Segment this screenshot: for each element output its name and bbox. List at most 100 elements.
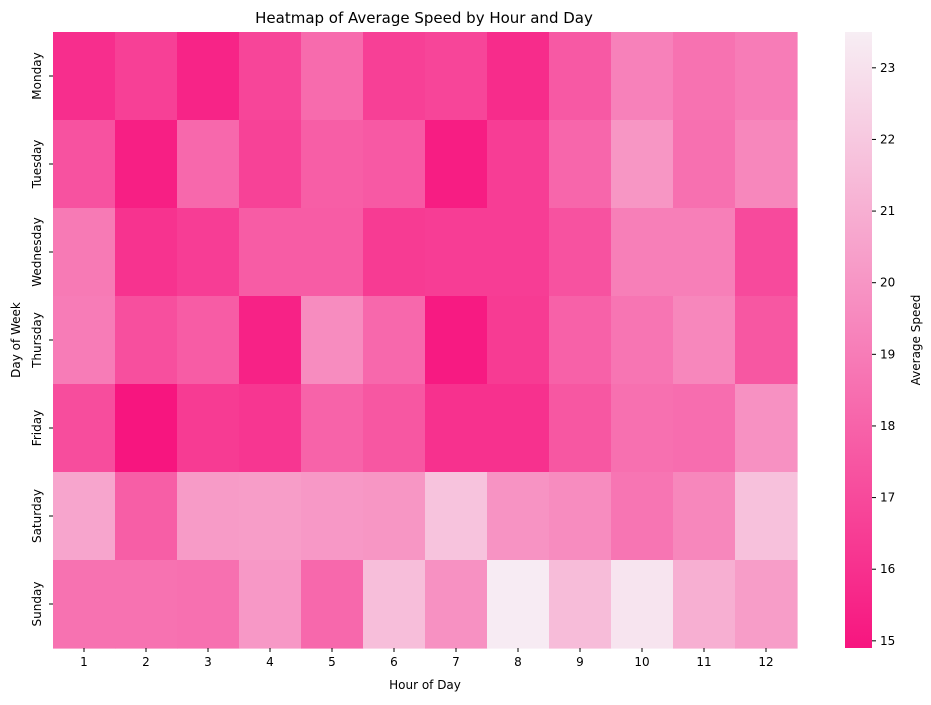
- colorbar-tick-label: 19: [880, 347, 895, 361]
- x-tick-label: 10: [634, 655, 649, 669]
- heatmap-cell: [487, 120, 550, 209]
- y-tick-label: Monday: [30, 52, 44, 99]
- x-tick-label: 7: [452, 655, 460, 669]
- heatmap-cell: [735, 208, 798, 297]
- colorbar-tick-label: 22: [880, 132, 895, 146]
- heatmap-cell: [611, 208, 674, 297]
- heatmap-cell: [115, 384, 178, 473]
- heatmap-cell: [115, 32, 178, 121]
- heatmap-cell: [425, 560, 488, 649]
- heatmap-cell: [673, 472, 736, 561]
- heatmap-cell: [177, 472, 240, 561]
- x-tick-label: 6: [390, 655, 398, 669]
- chart-title: Heatmap of Average Speed by Hour and Day: [255, 9, 593, 27]
- heatmap-cell: [549, 208, 612, 297]
- heatmap-cell: [487, 208, 550, 297]
- heatmap-cell: [673, 32, 736, 121]
- colorbar-tick-label: 20: [880, 276, 895, 290]
- colorbar: 15 16 17 18 19 20 21 22 23 Average Speed: [845, 32, 923, 648]
- x-tick-label: 9: [576, 655, 584, 669]
- x-tick-label: 3: [204, 655, 212, 669]
- heatmap-cell: [177, 384, 240, 473]
- heatmap-cell: [115, 472, 178, 561]
- heatmap-cell: [425, 384, 488, 473]
- heatmap-cell: [53, 472, 116, 561]
- heatmap-cell: [425, 472, 488, 561]
- heatmap-cell: [239, 560, 302, 649]
- heatmap-cell: [673, 560, 736, 649]
- colorbar-tick-label: 23: [880, 61, 895, 75]
- heatmap-cell: [363, 32, 426, 121]
- heatmap-cell: [301, 32, 364, 121]
- heatmap-cell: [177, 32, 240, 121]
- y-tick-label: Sunday: [30, 582, 44, 627]
- heatmap-cell: [735, 120, 798, 209]
- heatmap-cell: [549, 32, 612, 121]
- heatmap-cell: [735, 560, 798, 649]
- colorbar-ticks: 15 16 17 18 19 20 21 22 23: [872, 61, 895, 648]
- y-tick-label: Thursday: [30, 312, 44, 369]
- heatmap-cell: [53, 120, 116, 209]
- heatmap-cell: [735, 472, 798, 561]
- heatmap-cell: [239, 32, 302, 121]
- heatmap-cell: [611, 472, 674, 561]
- heatmap-cell: [53, 208, 116, 297]
- heatmap-cell: [239, 120, 302, 209]
- colorbar-tick-label: 15: [880, 634, 895, 648]
- heatmap-cell: [177, 120, 240, 209]
- y-tick-label: Wednesday: [30, 217, 44, 286]
- heatmap-cell: [301, 384, 364, 473]
- heatmap-cell: [487, 472, 550, 561]
- colorbar-tick-label: 16: [880, 562, 895, 576]
- heatmap-cell: [487, 560, 550, 649]
- heatmap-cell: [115, 208, 178, 297]
- y-axis-ticks: Monday Tuesday Wednesday Thursday Friday Satu…: [30, 52, 53, 626]
- heatmap-cell: [301, 472, 364, 561]
- colorbar-label: Average Speed: [909, 295, 923, 386]
- heatmap-cell: [425, 208, 488, 297]
- heatmap-cell: [487, 296, 550, 385]
- heatmap-cell: [53, 296, 116, 385]
- heatmap-cell: [487, 32, 550, 121]
- heatmap-cell: [549, 120, 612, 209]
- heatmap-cell: [611, 296, 674, 385]
- heatmap-cell: [177, 560, 240, 649]
- x-tick-label: 8: [514, 655, 522, 669]
- heatmap-cell: [673, 384, 736, 473]
- heatmap-cell: [549, 560, 612, 649]
- heatmap-cell: [363, 560, 426, 649]
- heatmap-cell: [239, 296, 302, 385]
- heatmap-cell: [673, 296, 736, 385]
- heatmap-cells: [53, 32, 798, 649]
- heatmap-cell: [611, 560, 674, 649]
- heatmap-cell: [735, 32, 798, 121]
- heatmap-cell: [487, 384, 550, 473]
- x-tick-label: 5: [328, 655, 336, 669]
- heatmap-cell: [363, 296, 426, 385]
- heatmap-cell: [177, 208, 240, 297]
- heatmap-cell: [363, 208, 426, 297]
- heatmap-cell: [549, 296, 612, 385]
- heatmap-cell: [611, 120, 674, 209]
- x-axis-ticks: 1 2 3 4 5 6 7 8 9 10 11 12: [80, 648, 774, 669]
- heatmap-cell: [363, 120, 426, 209]
- heatmap-cell: [53, 560, 116, 649]
- colorbar-tick-label: 18: [880, 419, 895, 433]
- heatmap-cell: [301, 296, 364, 385]
- heatmap-cell: [239, 208, 302, 297]
- x-axis-label: Hour of Day: [389, 678, 461, 692]
- colorbar-tick-label: 21: [880, 204, 895, 218]
- heatmap-cell: [301, 560, 364, 649]
- heatmap-cell: [425, 120, 488, 209]
- heatmap-cell: [673, 120, 736, 209]
- heatmap-cell: [53, 384, 116, 473]
- x-tick-label: 4: [266, 655, 274, 669]
- heatmap-cell: [177, 296, 240, 385]
- x-tick-label: 11: [696, 655, 711, 669]
- x-tick-label: 2: [142, 655, 150, 669]
- heatmap-cell: [611, 384, 674, 473]
- x-tick-label: 1: [80, 655, 88, 669]
- heatmap-cell: [673, 208, 736, 297]
- y-tick-label: Tuesday: [30, 140, 44, 190]
